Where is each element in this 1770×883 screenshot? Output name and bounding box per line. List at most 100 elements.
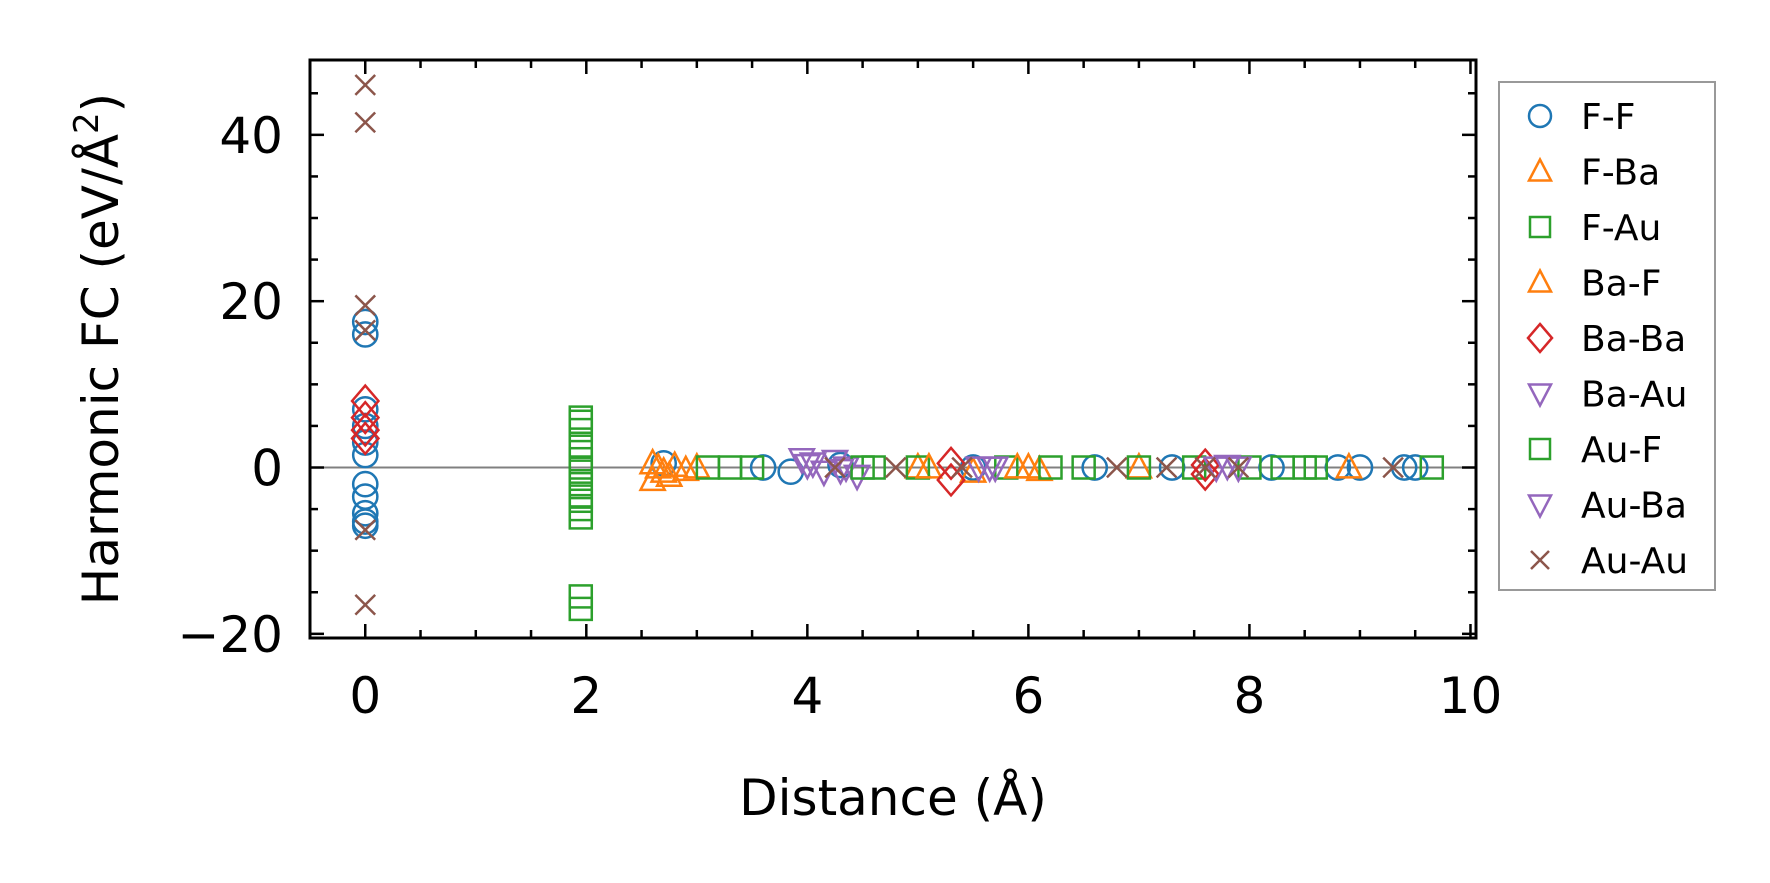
point-f-au bbox=[568, 505, 594, 530]
x-tick-label: 10 bbox=[1439, 667, 1503, 725]
point-f-ba bbox=[1025, 454, 1054, 482]
point-ba-f bbox=[655, 459, 684, 487]
point-au-f bbox=[1419, 455, 1445, 480]
point-f-f bbox=[351, 512, 379, 540]
x-tick-label: 8 bbox=[1234, 667, 1266, 725]
axis-ticks bbox=[310, 60, 1476, 638]
point-au-au bbox=[951, 456, 973, 479]
point-au-ba bbox=[826, 458, 855, 486]
point-ba-f bbox=[643, 451, 673, 479]
legend-marker bbox=[1526, 267, 1554, 293]
point-au-au bbox=[354, 294, 377, 317]
point-au-au bbox=[884, 456, 907, 479]
y-tick-label: −20 bbox=[177, 606, 283, 664]
point-f-au bbox=[568, 471, 594, 497]
point-f-au bbox=[1303, 455, 1328, 480]
point-au-f bbox=[568, 409, 594, 435]
point-f-au bbox=[568, 417, 594, 443]
x-tick-label: 0 bbox=[349, 667, 381, 725]
point-au-ba bbox=[1213, 454, 1242, 482]
plot-frame bbox=[308, 58, 1478, 640]
point-f-au bbox=[568, 584, 594, 609]
point-f-f bbox=[351, 470, 379, 498]
point-au-au bbox=[1106, 456, 1128, 479]
point-au-au bbox=[354, 111, 377, 134]
point-au-f bbox=[850, 455, 875, 480]
point-f-ba bbox=[638, 447, 667, 475]
point-f-au bbox=[568, 434, 594, 459]
y-tick-label: 20 bbox=[219, 273, 283, 331]
legend-label: Ba-Au bbox=[1581, 375, 1687, 416]
y-tick-label: 40 bbox=[219, 107, 283, 165]
legend-marker bbox=[1526, 383, 1554, 409]
legend-marker bbox=[1528, 215, 1552, 239]
x-tick-label: 6 bbox=[1012, 667, 1044, 725]
point-ba-ba bbox=[350, 412, 381, 448]
point-f-f bbox=[1401, 454, 1429, 481]
legend-label: F-Au bbox=[1581, 208, 1661, 249]
y-tick-label: 0 bbox=[251, 440, 283, 498]
point-f-au bbox=[568, 596, 594, 622]
legend-marker bbox=[1526, 494, 1554, 520]
point-au-au bbox=[354, 593, 377, 616]
point-ba-f bbox=[914, 451, 944, 479]
legend-label: Au-F bbox=[1581, 430, 1662, 471]
point-ba-ba bbox=[936, 462, 966, 498]
legend-label: F-F bbox=[1581, 97, 1635, 138]
point-f-au bbox=[1071, 455, 1096, 480]
point-f-au bbox=[1126, 455, 1152, 480]
point-au-f bbox=[1038, 455, 1063, 480]
point-au-ba bbox=[975, 456, 1004, 484]
legend-label: Au-Au bbox=[1581, 541, 1688, 582]
point-f-ba bbox=[958, 455, 988, 483]
point-f-f bbox=[1346, 454, 1374, 481]
point-f-ba bbox=[1124, 451, 1154, 479]
legend-label: F-Ba bbox=[1581, 153, 1660, 194]
legend: F-F F-Ba F-Au Ba-F Ba-Ba Ba-Au Au-F Au-Ba Au-Au bbox=[1498, 81, 1716, 591]
legend-item-f-ba: F-Ba bbox=[1526, 153, 1660, 194]
point-f-f bbox=[351, 321, 379, 348]
legend-item-ba-ba: Ba-Ba bbox=[1526, 319, 1686, 360]
data-points bbox=[350, 74, 1445, 622]
legend-item-au-au: Au-Au bbox=[1530, 541, 1688, 582]
point-ba-ba bbox=[350, 400, 381, 435]
point-au-f bbox=[568, 455, 594, 480]
point-f-ba bbox=[1334, 451, 1364, 479]
point-ba-au bbox=[798, 452, 828, 480]
legend-label: Ba-F bbox=[1581, 264, 1661, 305]
point-au-f bbox=[568, 488, 594, 514]
point-f-au bbox=[568, 496, 594, 522]
point-ba-au bbox=[787, 448, 816, 476]
point-f-ba bbox=[649, 455, 678, 483]
x-tick-label: 2 bbox=[570, 667, 602, 725]
point-au-ba bbox=[793, 453, 822, 481]
point-f-ba bbox=[671, 454, 700, 482]
legend-item-ba-au: Ba-Au bbox=[1526, 375, 1687, 416]
point-ba-ba bbox=[350, 421, 381, 456]
legend-marker bbox=[1528, 437, 1552, 461]
x-axis-title: Distance (Å) bbox=[739, 769, 1047, 827]
legend-label: Ba-Ba bbox=[1581, 319, 1686, 360]
point-au-au bbox=[1155, 456, 1178, 479]
point-au-au bbox=[354, 519, 377, 541]
point-au-f bbox=[1270, 455, 1295, 480]
legend-item-ba-f: Ba-F bbox=[1526, 264, 1661, 305]
legend-item-f-au: F-Au bbox=[1528, 208, 1661, 249]
point-f-f bbox=[351, 308, 379, 336]
legend-label: Au-Ba bbox=[1581, 486, 1687, 527]
point-au-au bbox=[354, 319, 377, 342]
legend-item-au-ba: Au-Ba bbox=[1526, 486, 1687, 527]
legend-item-f-f: F-F bbox=[1527, 97, 1635, 138]
point-f-f bbox=[351, 441, 379, 469]
x-tick-label: 4 bbox=[791, 667, 823, 725]
y-axis-title: Harmonic FC (eV/Å2) bbox=[67, 93, 130, 605]
legend-marker bbox=[1526, 156, 1554, 182]
point-ba-ba bbox=[1190, 456, 1221, 492]
point-au-au bbox=[1227, 456, 1250, 479]
point-f-au bbox=[739, 455, 765, 480]
legend-marker bbox=[1526, 322, 1554, 354]
point-au-au bbox=[354, 74, 377, 96]
legend-marker bbox=[1530, 550, 1550, 570]
legend-marker bbox=[1527, 103, 1553, 129]
